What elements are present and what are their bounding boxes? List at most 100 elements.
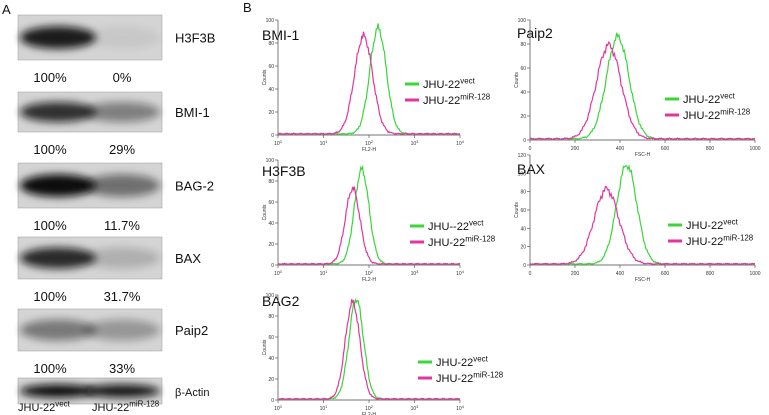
blot-band: [20, 384, 96, 398]
x-tick-label: 0: [529, 146, 532, 152]
blot-band: [84, 102, 160, 122]
blot-band: [84, 247, 160, 269]
x-tick-exp: 1: [325, 404, 328, 409]
x-tick-exp: 0: [280, 404, 283, 409]
histogram-curve: [529, 185, 756, 266]
legend-label-main: JHU--22: [428, 221, 469, 233]
y-tick-label: 40: [268, 87, 274, 93]
percent-label: 100%: [33, 218, 67, 233]
legend-label-sup: miR-128: [473, 371, 503, 380]
x-tick-base: 10: [411, 271, 417, 277]
y-tick-label: 20: [520, 114, 526, 120]
y-tick-label: 0: [523, 263, 526, 269]
x-tick-exp: 3: [416, 404, 419, 409]
lane-label-sup: miR-128: [129, 400, 159, 409]
percent-label: 29%: [109, 142, 135, 157]
legend-label: JHU-22vect: [683, 92, 736, 106]
x-tick-base: 10: [320, 141, 326, 147]
histogram-curve: [529, 32, 756, 141]
histogram-curve: [277, 298, 461, 401]
y-tick-label: 20: [268, 242, 274, 248]
x-tick-label: 100: [274, 404, 283, 412]
x-tick-label: 104: [456, 404, 465, 412]
x-tick-base: 10: [365, 141, 371, 147]
x-tick-exp: 3: [416, 269, 419, 274]
y-tick-label: 80: [268, 314, 274, 320]
blot-band: [84, 174, 160, 197]
y-tick-label: 40: [268, 356, 274, 362]
x-tick-base: 10: [456, 141, 462, 147]
plot-title: BMI-1: [262, 27, 300, 43]
x-tick-label: 200: [571, 146, 580, 152]
x-tick-label: 104: [456, 139, 465, 147]
x-tick-exp: 0: [280, 269, 283, 274]
x-tick-exp: 1: [325, 269, 328, 274]
legend-label-main: JHU-22: [686, 236, 723, 248]
blot-band: [20, 102, 96, 122]
y-tick-label: 0: [523, 138, 526, 144]
legend-label: JHU-22miR-128: [436, 371, 504, 385]
legend-label: JHU-22vect: [686, 218, 739, 232]
y-tick-label: 60: [268, 200, 274, 206]
percent-label: 100%: [33, 142, 67, 157]
y-axis-label: Counts: [262, 339, 268, 355]
y-tick-label: 80: [268, 179, 274, 185]
y-tick-label: 0: [271, 263, 274, 269]
x-tick-base: 10: [320, 271, 326, 277]
y-tick-label: 60: [520, 208, 526, 214]
x-tick-exp: 2: [371, 269, 374, 274]
legend-label-main: JHU-22: [436, 373, 473, 385]
y-tick-label: 120: [518, 153, 527, 159]
histogram-curve: [529, 41, 755, 141]
blot-band: [20, 247, 96, 269]
legend-label-sup: miR-128: [723, 234, 753, 243]
x-tick-exp: 2: [371, 404, 374, 409]
y-tick-label: 0: [271, 398, 274, 404]
protein-label: H3F3B: [175, 31, 215, 46]
x-tick-base: 10: [320, 406, 326, 412]
y-tick-label: 60: [520, 66, 526, 72]
x-tick-base: 10: [365, 271, 371, 277]
legend-label-sup: vect: [473, 355, 488, 364]
legend-label-sup: vect: [460, 77, 475, 86]
legend-label: JHU--22vect: [428, 219, 484, 233]
legend-label-main: JHU-22: [428, 237, 465, 249]
x-tick-label: 400: [616, 271, 625, 277]
legend-label: JHU-22miR-128: [683, 108, 751, 122]
plot-title: BAX: [517, 161, 546, 177]
y-tick-label: 60: [268, 335, 274, 341]
x-tick-label: 100: [274, 269, 283, 277]
x-tick-exp: 4: [462, 404, 465, 409]
x-tick-base: 10: [365, 406, 371, 412]
legend-label-main: JHU-22: [683, 94, 720, 106]
x-tick-label: 200: [571, 271, 580, 277]
x-tick-base: 10: [456, 271, 462, 277]
blot-band: [84, 384, 160, 398]
histogram-curve: [277, 164, 461, 266]
x-tick-base: 10: [456, 406, 462, 412]
legend-label-main: JHU-22: [683, 110, 720, 122]
blot-band: [20, 319, 96, 341]
x-tick-exp: 2: [371, 139, 374, 144]
x-axis-label: FSC-H: [635, 277, 651, 283]
x-tick-label: 0: [529, 271, 532, 277]
legend-label-main: JHU-22: [436, 357, 473, 369]
y-tick-label: 100: [266, 293, 275, 299]
histogram-curve: [277, 186, 461, 266]
protein-label: BAX: [175, 251, 201, 266]
lane-label-main: JHU-22: [92, 402, 129, 414]
percent-label: 33%: [109, 361, 135, 376]
legend-label: JHU-22miR-128: [428, 235, 496, 249]
legend-label-main: JHU-22: [686, 220, 723, 232]
y-tick-label: 80: [520, 42, 526, 48]
x-tick-exp: 4: [462, 269, 465, 274]
blot-band: [84, 319, 160, 341]
y-tick-label: 100: [518, 171, 527, 177]
percent-label: 0%: [113, 70, 132, 85]
panel-label: A: [2, 2, 11, 17]
x-tick-label: 101: [320, 404, 329, 412]
y-axis-label: Counts: [262, 69, 268, 85]
legend-label: JHU-22vect: [436, 355, 489, 369]
lane-label: JHU-22vect: [18, 400, 71, 414]
